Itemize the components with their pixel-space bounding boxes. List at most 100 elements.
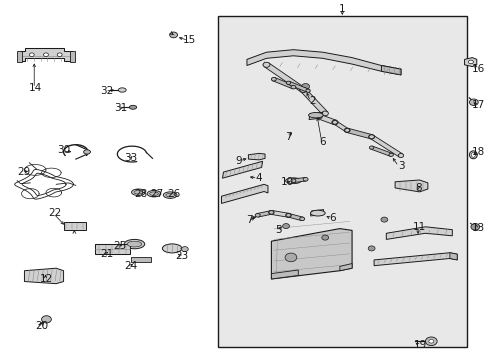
Circle shape (428, 339, 433, 343)
Text: 31: 31 (114, 103, 128, 113)
Polygon shape (373, 253, 456, 266)
Ellipse shape (124, 239, 144, 249)
Circle shape (299, 88, 305, 92)
Polygon shape (308, 112, 322, 120)
Circle shape (299, 87, 306, 93)
Circle shape (263, 62, 269, 67)
Circle shape (331, 120, 338, 125)
Polygon shape (339, 264, 351, 271)
Text: 5: 5 (275, 225, 282, 235)
Ellipse shape (310, 210, 325, 216)
Text: 24: 24 (124, 261, 138, 271)
Polygon shape (272, 78, 294, 89)
Polygon shape (271, 270, 298, 279)
Circle shape (181, 247, 188, 252)
Ellipse shape (118, 88, 126, 92)
Ellipse shape (468, 60, 472, 64)
Text: 28: 28 (134, 189, 147, 199)
Ellipse shape (165, 193, 174, 197)
Polygon shape (346, 128, 372, 139)
Polygon shape (95, 244, 129, 254)
Circle shape (368, 135, 374, 139)
Circle shape (290, 85, 295, 89)
Text: 12: 12 (40, 274, 53, 284)
Circle shape (285, 213, 290, 217)
Ellipse shape (134, 190, 142, 194)
Text: 26: 26 (166, 189, 180, 199)
Text: 20: 20 (35, 321, 48, 331)
Polygon shape (394, 180, 427, 192)
Polygon shape (292, 177, 305, 183)
Text: 21: 21 (100, 249, 113, 259)
Circle shape (367, 246, 374, 251)
Ellipse shape (162, 244, 182, 253)
Circle shape (470, 224, 479, 230)
Text: 15: 15 (183, 35, 196, 45)
Text: 4: 4 (255, 173, 262, 183)
Polygon shape (287, 81, 308, 92)
Circle shape (286, 81, 290, 85)
Text: 7: 7 (285, 132, 291, 142)
Ellipse shape (83, 150, 90, 154)
Circle shape (255, 213, 260, 217)
Circle shape (282, 224, 289, 229)
Circle shape (332, 121, 337, 124)
Ellipse shape (468, 151, 476, 159)
Polygon shape (264, 63, 305, 92)
Circle shape (425, 337, 436, 346)
Polygon shape (313, 113, 336, 125)
Ellipse shape (149, 192, 158, 195)
Text: 11: 11 (412, 222, 426, 232)
Polygon shape (270, 211, 288, 217)
Circle shape (305, 89, 309, 93)
Circle shape (268, 211, 273, 214)
Text: 3: 3 (397, 161, 404, 171)
Ellipse shape (131, 189, 145, 195)
Circle shape (285, 253, 296, 262)
Ellipse shape (470, 152, 474, 157)
Text: 9: 9 (235, 156, 242, 166)
Ellipse shape (308, 112, 323, 118)
Polygon shape (20, 48, 72, 61)
Circle shape (299, 217, 304, 221)
Text: 7: 7 (245, 215, 252, 225)
Text: 8: 8 (414, 183, 421, 193)
Polygon shape (381, 66, 400, 75)
Text: 22: 22 (48, 208, 61, 218)
Polygon shape (333, 121, 348, 132)
Circle shape (397, 153, 403, 158)
Circle shape (321, 235, 328, 240)
Ellipse shape (129, 105, 136, 109)
Polygon shape (369, 135, 402, 157)
Polygon shape (257, 211, 271, 217)
Polygon shape (449, 253, 456, 260)
Circle shape (368, 135, 374, 139)
Circle shape (344, 129, 349, 132)
Circle shape (41, 316, 51, 323)
Circle shape (369, 146, 373, 149)
Text: 19: 19 (413, 340, 427, 350)
Text: 32: 32 (100, 86, 113, 96)
Circle shape (290, 179, 295, 183)
Polygon shape (370, 146, 391, 156)
Text: 14: 14 (28, 83, 42, 93)
Polygon shape (222, 161, 262, 178)
Polygon shape (17, 51, 22, 62)
Text: 6: 6 (328, 213, 335, 223)
Circle shape (301, 84, 309, 89)
Ellipse shape (163, 192, 177, 198)
Text: 33: 33 (124, 153, 138, 163)
Text: 29: 29 (17, 167, 30, 177)
Polygon shape (287, 213, 303, 221)
Ellipse shape (127, 241, 142, 247)
Circle shape (388, 153, 392, 156)
Text: 27: 27 (149, 189, 163, 199)
Text: 13: 13 (470, 222, 484, 233)
Text: 6: 6 (319, 137, 325, 147)
Polygon shape (221, 184, 267, 203)
Ellipse shape (147, 190, 161, 197)
Polygon shape (70, 51, 75, 62)
Text: 1: 1 (338, 4, 345, 14)
Circle shape (344, 128, 349, 132)
Polygon shape (24, 268, 63, 284)
